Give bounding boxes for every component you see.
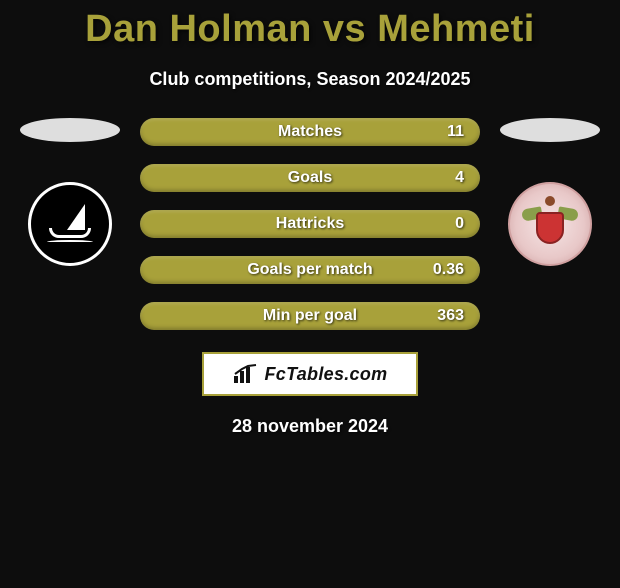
stat-right-value: 363 xyxy=(424,307,464,325)
shield-icon xyxy=(520,194,580,254)
right-club-crest xyxy=(508,182,592,266)
stat-bar-min-per-goal: Min per goal 363 xyxy=(140,302,480,330)
stat-right-value: 4 xyxy=(424,169,464,187)
left-player-col xyxy=(10,118,130,266)
right-player-col xyxy=(490,118,610,266)
stat-label: Min per goal xyxy=(263,307,357,325)
stat-label: Goals xyxy=(288,169,332,187)
stat-bar-goals-per-match: Goals per match 0.36 xyxy=(140,256,480,284)
stat-right-value: 0.36 xyxy=(424,261,464,279)
stat-right-value: 11 xyxy=(424,123,464,141)
stat-bar-matches: Matches 11 xyxy=(140,118,480,146)
page-title: Dan Holman vs Mehmeti xyxy=(0,8,620,51)
stat-right-value: 0 xyxy=(424,215,464,233)
stat-label: Hattricks xyxy=(276,215,344,233)
left-club-crest xyxy=(28,182,112,266)
branding-text: FcTables.com xyxy=(265,364,388,385)
date-line: 28 november 2024 xyxy=(0,416,620,437)
right-player-photo-placeholder xyxy=(500,118,600,142)
stat-bars: Matches 11 Goals 4 Hattricks 0 Goals per… xyxy=(130,118,490,330)
stat-bar-hattricks: Hattricks 0 xyxy=(140,210,480,238)
comparison-row: Matches 11 Goals 4 Hattricks 0 Goals per… xyxy=(0,118,620,330)
left-player-photo-placeholder xyxy=(20,118,120,142)
sailboat-icon xyxy=(45,204,95,244)
stat-bar-goals: Goals 4 xyxy=(140,164,480,192)
stat-label: Matches xyxy=(278,123,342,141)
stat-label: Goals per match xyxy=(247,261,372,279)
page-subtitle: Club competitions, Season 2024/2025 xyxy=(0,69,620,90)
bar-chart-icon xyxy=(233,364,259,384)
branding-box[interactable]: FcTables.com xyxy=(202,352,418,396)
